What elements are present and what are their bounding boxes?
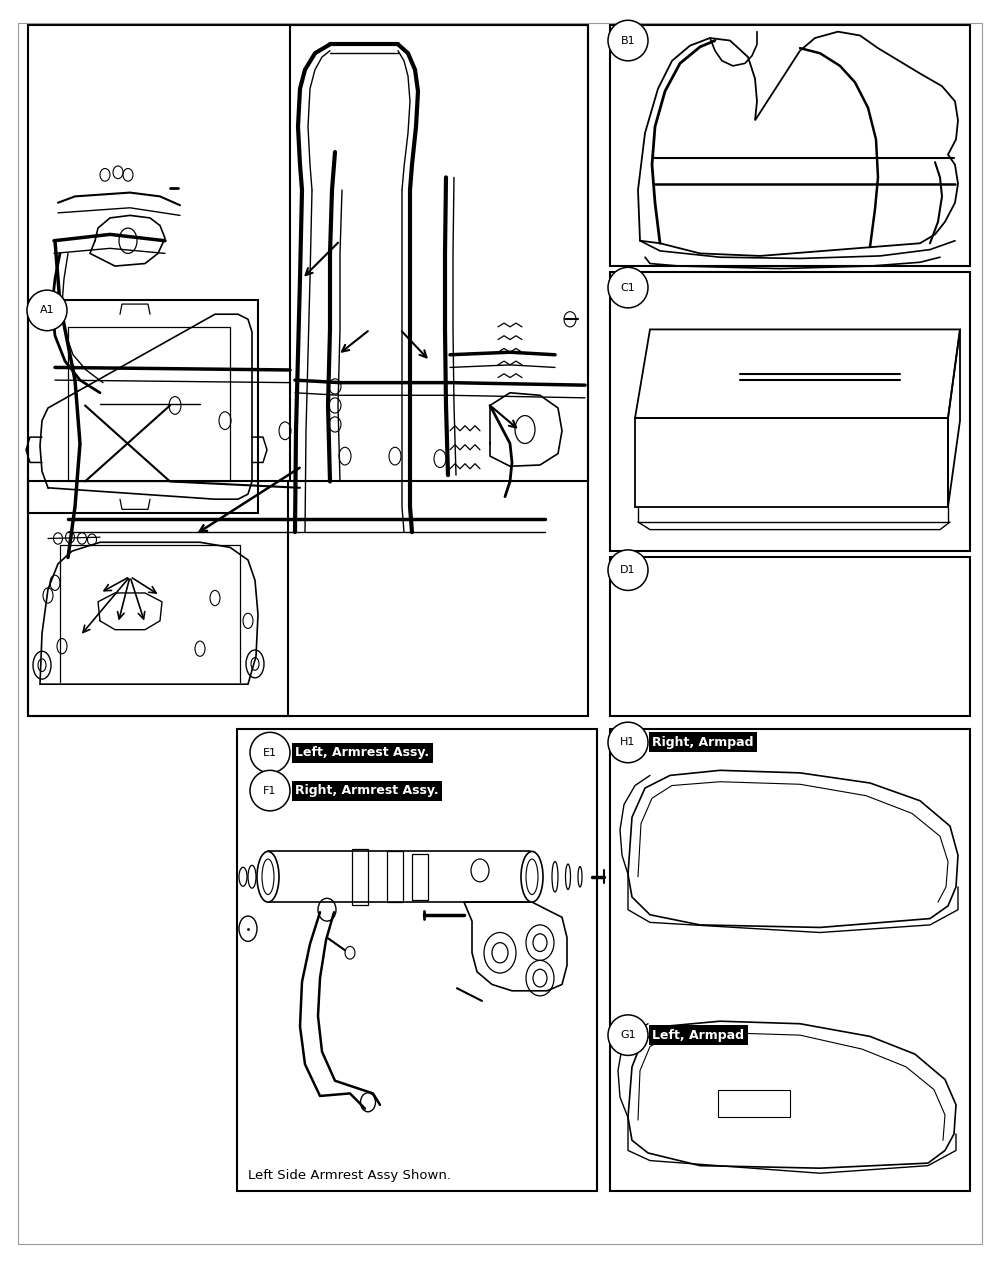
Text: Left, Armrest Assy.: Left, Armrest Assy.	[295, 746, 429, 759]
Bar	[290, 25, 588, 481]
Ellipse shape	[250, 770, 290, 811]
Text: G1: G1	[620, 1030, 636, 1040]
Text: A1: A1	[40, 305, 54, 315]
Ellipse shape	[608, 267, 648, 308]
Ellipse shape	[521, 851, 543, 902]
Ellipse shape	[608, 20, 648, 61]
Bar	[610, 557, 970, 716]
Bar	[352, 849, 368, 905]
Text: C1: C1	[621, 283, 635, 293]
Text: Right, Armrest Assy.: Right, Armrest Assy.	[295, 784, 439, 797]
Ellipse shape	[262, 859, 274, 895]
Ellipse shape	[257, 851, 279, 902]
Text: E1: E1	[263, 748, 277, 758]
Bar	[412, 854, 428, 900]
Bar	[610, 729, 970, 1191]
Bar	[610, 25, 970, 266]
Ellipse shape	[608, 722, 648, 763]
Text: Right, Armpad: Right, Armpad	[652, 736, 754, 749]
Ellipse shape	[608, 550, 648, 590]
Bar	[387, 851, 403, 902]
Bar	[28, 481, 288, 716]
Bar	[718, 1090, 790, 1117]
Text: Left Side Armrest Assy Shown.: Left Side Armrest Assy Shown.	[248, 1169, 451, 1182]
Ellipse shape	[27, 290, 67, 331]
Text: H1: H1	[620, 737, 636, 748]
Bar	[28, 300, 258, 513]
Text: B1: B1	[621, 35, 635, 46]
Text: Left, Armpad: Left, Armpad	[652, 1029, 744, 1041]
Ellipse shape	[608, 1015, 648, 1055]
Ellipse shape	[250, 732, 290, 773]
Bar	[28, 25, 588, 716]
Text: F1: F1	[263, 786, 277, 796]
Bar	[237, 729, 597, 1191]
Bar	[610, 272, 970, 551]
Text: D1: D1	[620, 565, 636, 575]
